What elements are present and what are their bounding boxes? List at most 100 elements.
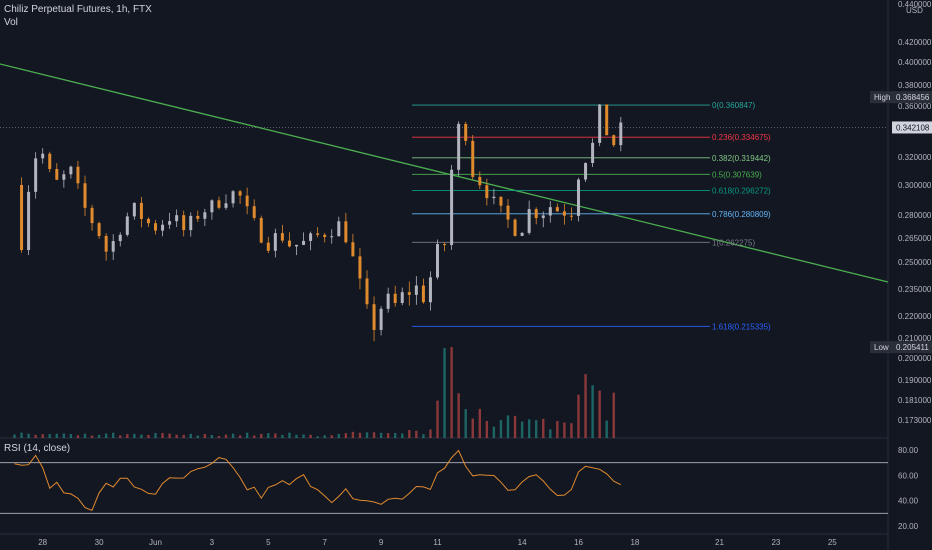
volume-bar [27, 433, 30, 438]
candle-body [457, 123, 461, 170]
volume-bar [140, 434, 143, 438]
candle-body [337, 221, 341, 237]
volume-bar [436, 400, 439, 438]
price-axis: 0.440000 0.420000 0.400000 0.380000 0.360000… [870, 0, 932, 531]
volume-bar [55, 433, 58, 438]
candle-body [34, 158, 38, 192]
candle-body [76, 166, 80, 184]
candle-body [414, 285, 418, 295]
volume-bar [535, 420, 538, 438]
volume-bar [175, 434, 178, 438]
time-tick-label: 16 [574, 538, 583, 547]
volume-bar [302, 434, 305, 438]
price-tick-label: 0.265000 [898, 234, 932, 243]
candle-body [309, 233, 313, 241]
price-tick-label: 0.360000 [898, 102, 932, 111]
candle-body [428, 277, 432, 303]
candle-body [569, 215, 573, 217]
candle-body [203, 212, 207, 219]
volume-bar [478, 408, 481, 438]
time-tick-label: 28 [38, 538, 47, 547]
fib-label: 0.618(0.296272) [712, 187, 771, 196]
price-tick-label: 0.200000 [898, 354, 932, 363]
candle-body [520, 232, 524, 236]
fib-label: 1.618(0.215335) [712, 322, 771, 331]
volume-bar [386, 433, 390, 438]
candle-body [125, 216, 129, 235]
candle-body [400, 292, 404, 304]
volume-bar [147, 434, 150, 438]
volume-bar [415, 430, 418, 438]
volume-bar [316, 436, 319, 438]
price-tick-label: 0.190000 [898, 376, 932, 385]
volume-bar [358, 432, 362, 438]
volume-bar [126, 434, 129, 438]
rsi-tick-label: 40.00 [898, 497, 919, 506]
volume-bar [20, 432, 23, 438]
volume-bar [288, 432, 291, 438]
fib-label: 0.5(0.307639) [712, 170, 762, 179]
candle-body [612, 135, 616, 146]
time-tick-label: 18 [630, 538, 639, 547]
volume-bar [379, 432, 383, 438]
volume-bar [443, 348, 446, 438]
volume-bar [570, 423, 573, 438]
candle-body [168, 221, 172, 225]
price-tick-label: 0.440000 [898, 0, 932, 9]
candle-body [20, 185, 24, 250]
volume-bar [365, 432, 369, 438]
volume-bar [471, 418, 474, 438]
volume-bar [90, 435, 94, 438]
candle-body [619, 122, 623, 146]
volume-bar [69, 434, 73, 438]
candle-body [231, 191, 235, 204]
candle-body [372, 304, 376, 330]
candle-body [146, 218, 150, 224]
volume-bar [196, 435, 199, 438]
candle-body [273, 233, 277, 251]
volume-bar [97, 434, 101, 438]
volume-bar [527, 419, 531, 438]
volume-bar [549, 429, 552, 438]
candle-body [527, 209, 531, 233]
volume-bar [492, 426, 496, 438]
trendline [0, 63, 889, 283]
candle-body [605, 104, 609, 136]
candle-body [287, 240, 291, 247]
volume-bar [76, 435, 80, 438]
time-tick-label: 5 [266, 538, 271, 547]
candle-body [90, 207, 94, 224]
volume-bar [598, 390, 601, 438]
volume-bar [267, 433, 270, 438]
candle-body [210, 200, 214, 213]
volume-bar [450, 347, 453, 438]
candle-body [344, 221, 348, 243]
volume-bar [499, 420, 503, 438]
volume-bar [13, 434, 16, 438]
high-label-bg [870, 91, 892, 104]
price-tick-label: 0.181000 [898, 396, 932, 405]
symbol-title: Chiliz Perpetual Futures, 1h, FTX [4, 4, 152, 15]
volume-bar [542, 418, 545, 438]
currency-label: USD [906, 6, 923, 15]
volume-bar [203, 433, 207, 438]
time-tick-label: 11 [433, 538, 442, 547]
volume-bar [154, 432, 157, 438]
fib-label: 1(0.262275) [712, 238, 755, 247]
fib-label: 0(0.360847) [712, 101, 755, 110]
candle-body [534, 209, 538, 219]
volume-bar [309, 434, 312, 438]
volume-bar [112, 432, 115, 438]
candle-body [69, 166, 73, 175]
price-tick-label: 0.235000 [898, 285, 932, 294]
volume-bar [323, 435, 326, 438]
fib-label: 0.786(0.280809) [712, 210, 771, 219]
candle-body [323, 234, 327, 238]
candle-body [450, 169, 454, 246]
volume-bar [189, 433, 192, 438]
candle-body [280, 233, 284, 241]
price-tick-label: 0.300000 [898, 181, 932, 190]
candle-body [132, 202, 136, 217]
volume-bar [41, 434, 44, 438]
